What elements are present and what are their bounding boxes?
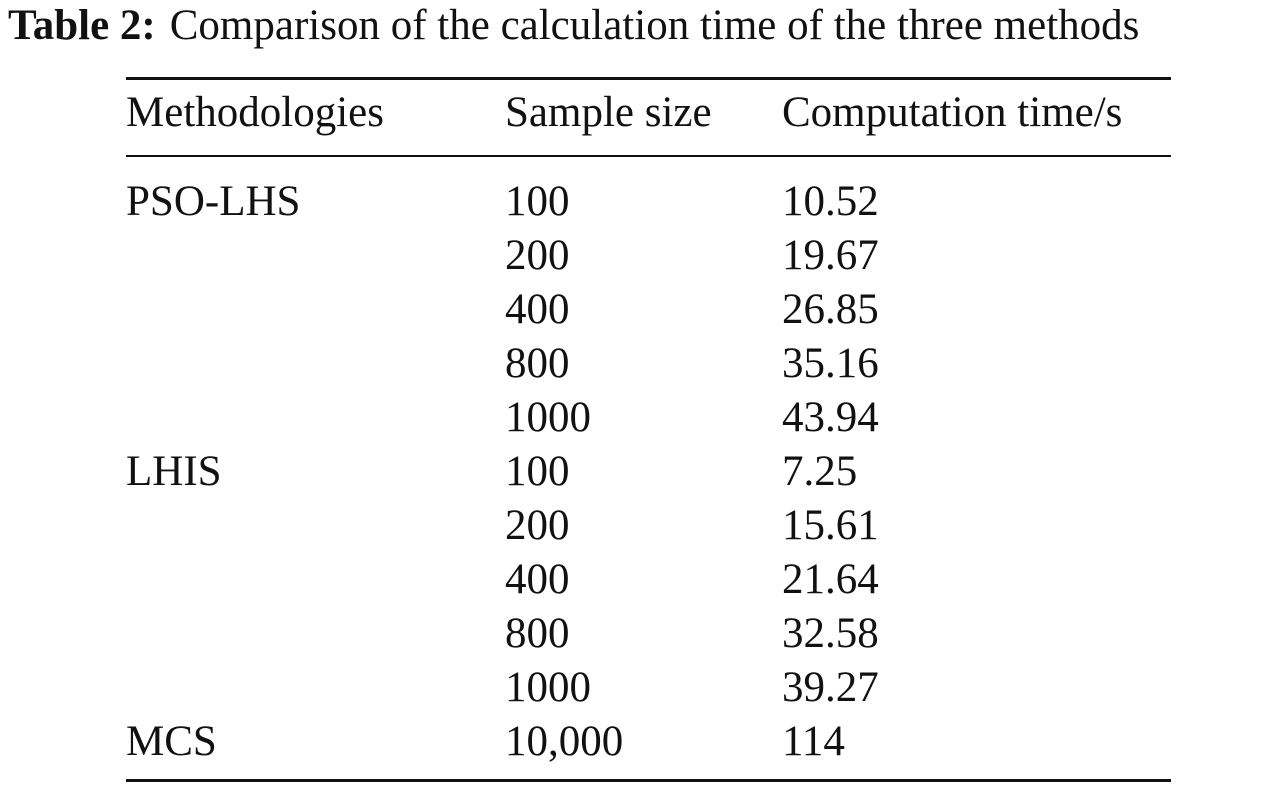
table-bottom-rule xyxy=(126,779,1171,782)
cell-computation-time: 10.52 xyxy=(782,178,879,225)
cell-computation-time: 19.67 xyxy=(782,232,879,279)
table-header-rule xyxy=(126,155,1171,157)
cell-sample-size: 10,000 xyxy=(505,718,624,765)
cell-computation-time: 21.64 xyxy=(782,556,879,603)
cell-computation-time: 39.27 xyxy=(782,664,879,711)
cell-computation-time: 32.58 xyxy=(782,610,879,657)
table-top-rule xyxy=(126,77,1171,80)
column-header-sample-size: Sample size xyxy=(505,89,712,136)
table-caption-text: Comparison of the calculation time of th… xyxy=(169,2,1140,49)
cell-sample-size: 100 xyxy=(505,448,570,495)
cell-sample-size: 400 xyxy=(505,286,570,333)
column-header-methodologies: Methodologies xyxy=(126,89,384,136)
column-header-computation-time: Computation time/s xyxy=(782,89,1123,136)
cell-sample-size: 200 xyxy=(505,502,570,549)
cell-computation-time: 7.25 xyxy=(782,448,858,495)
cell-computation-time: 15.61 xyxy=(782,502,879,549)
cell-computation-time: 35.16 xyxy=(782,340,879,387)
cell-sample-size: 1000 xyxy=(505,394,591,441)
cell-sample-size: 800 xyxy=(505,610,570,657)
cell-methodology: PSO-LHS xyxy=(126,178,301,225)
cell-computation-time: 43.94 xyxy=(782,394,879,441)
table-caption: Table 2: Comparison of the calculation ti… xyxy=(8,0,1139,52)
cell-computation-time: 114 xyxy=(782,718,845,765)
cell-sample-size: 800 xyxy=(505,340,570,387)
cell-sample-size: 100 xyxy=(505,178,570,225)
cell-computation-time: 26.85 xyxy=(782,286,879,333)
cell-sample-size: 1000 xyxy=(505,664,591,711)
cell-sample-size: 400 xyxy=(505,556,570,603)
table-caption-label: Table 2: xyxy=(8,2,156,49)
cell-sample-size: 200 xyxy=(505,232,570,279)
cell-methodology: MCS xyxy=(126,718,217,765)
cell-methodology: LHIS xyxy=(126,448,222,495)
